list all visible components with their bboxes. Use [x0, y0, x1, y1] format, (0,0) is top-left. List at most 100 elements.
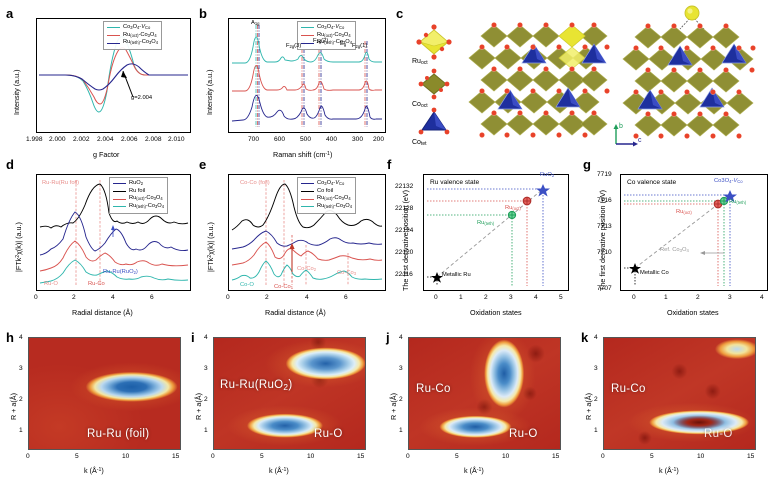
- panel-e-ylabel: |FTk2χ(k)| (a.u.): [206, 222, 215, 272]
- panel-e-plot: Co3O4-VCo Co foil Ru(oct)-Co3O4 Ru(teth)…: [228, 174, 386, 291]
- ruo2-marker: [536, 184, 550, 197]
- legend-label: Ru(oct)-Co3O4: [129, 195, 163, 202]
- panel-g-ylabel: The first derivative position (eV): [598, 189, 607, 291]
- legend-item: Co3O4-VCo: [301, 180, 352, 188]
- panel-c-legend-co-oct: Cooct: [412, 101, 428, 110]
- legend-swatch-teal: [301, 27, 314, 29]
- panel-label-d: d: [6, 157, 14, 172]
- legend-label: Ru(teth)-Co3O4: [129, 203, 165, 210]
- panel-j-label-ru-co: Ru-Co: [416, 383, 451, 395]
- co3o4-vco-marker: [723, 190, 737, 203]
- panel-j-label-ru-o: Ru-O: [509, 428, 538, 440]
- legend-item: Co foil: [301, 188, 352, 196]
- legend-label: Co foil: [317, 187, 334, 194]
- panel-k-ylabel: R + a(Å): [584, 393, 593, 420]
- legend-label: Ru(teth)-Co3O4: [123, 39, 159, 46]
- legend-label: Co3O4-VCo: [317, 180, 345, 186]
- co-oct-glyph: [418, 68, 450, 100]
- legend-swatch-red: [107, 35, 120, 37]
- panel-f-plot: [423, 174, 569, 291]
- panel-e-legend: Co3O4-VCo Co foil Ru(oct)-Co3O4 Ru(teth)…: [297, 177, 357, 214]
- co-exafs-curves: [231, 180, 383, 285]
- panel-g-title: Co valence state: [627, 179, 677, 186]
- legend-label: Ru(teth)-Co3O4: [317, 39, 353, 46]
- ru-substituted-site: [558, 24, 586, 70]
- panel-h-ylabel: R + a(Å): [9, 393, 18, 420]
- legend-swatch-navy: [301, 42, 314, 44]
- panel-label-h: h: [6, 330, 14, 345]
- panel-j-ylabel: R + a(Å): [389, 393, 398, 420]
- svg-text:c: c: [638, 137, 642, 144]
- legend-swatch-teal: [301, 206, 314, 208]
- legend-item: RuO2: [113, 180, 164, 188]
- panel-a-legend: Co3O4-VCo Ru(oct)-Co3O4 Ru(teth)-Co3O4: [103, 21, 163, 51]
- panel-label-j: j: [386, 330, 390, 345]
- panel-b-plot: Co3O4-VCo Ru(oct)-Co3O4 Ru(teth)-Co3O4: [228, 18, 386, 133]
- metallic-ru-marker: [431, 272, 443, 283]
- panel-i-label-ru-o: Ru-O: [314, 428, 343, 440]
- panel-j-xlabel: k (Å-1): [464, 466, 484, 475]
- panel-label-k: k: [581, 330, 589, 345]
- legend-label: RuO2: [129, 180, 143, 186]
- panel-c-structure-adsorbed: [614, 4, 774, 157]
- panel-h-label-ru-ru: Ru-Ru (foil): [87, 428, 150, 440]
- metallic-co-marker: [629, 263, 641, 274]
- legend-swatch-navy: [113, 183, 126, 185]
- panel-label-a: a: [6, 6, 14, 21]
- panel-label-e: e: [199, 157, 207, 172]
- panel-label-i: i: [191, 330, 195, 345]
- legend-item: Co3O4-VCo: [107, 24, 158, 32]
- panel-a-xlabel: g Factor: [93, 150, 120, 159]
- ru-valence-scatter: [427, 184, 550, 286]
- panel-g-xlabel: Oxidation states: [667, 308, 719, 317]
- legend-label: Ru(oct)-Co3O4: [317, 31, 351, 38]
- panel-label-g: g: [583, 157, 591, 172]
- panel-c-legend-co-tet: Cotet: [412, 139, 427, 148]
- legend-item: Co3O4-VCo: [301, 24, 352, 32]
- panel-label-f: f: [387, 157, 392, 172]
- legend-item: Ru(oct)-Co3O4: [301, 195, 352, 203]
- panel-k-xlabel: k (Å-1): [659, 466, 679, 475]
- panel-i-ylabel: R + a(Å): [194, 393, 203, 420]
- ru-oct-marker: [522, 196, 532, 206]
- panel-h-xlabel: k (Å-1): [84, 466, 104, 475]
- legend-swatch-teal: [113, 206, 126, 208]
- co-valence-scatter: [624, 190, 737, 286]
- panel-a-plot: Co3O4-VCo Ru(oct)-Co3O4 Ru(teth)-Co3O4: [36, 18, 191, 133]
- panel-label-b: b: [199, 6, 207, 21]
- legend-swatch-red: [301, 35, 314, 37]
- co-tet-glyph: [418, 107, 450, 135]
- legend-item: Ru(oct)-Co3O4: [113, 195, 164, 203]
- panel-h-heatmap: Ru-Ru (foil): [28, 337, 181, 450]
- panel-b-xlabel: Raman shift (cm-1): [273, 150, 333, 159]
- ru-adsorbed-atom: [679, 5, 705, 30]
- legend-label: Co3O4-VCo: [317, 24, 345, 30]
- epr-curves: [39, 36, 188, 113]
- legend-label: Co3O4-VCo: [123, 24, 151, 30]
- co-ru-oct-marker: [713, 199, 723, 209]
- ru-oct-glyph: [416, 24, 452, 60]
- panel-d-legend: RuO2 Ru foil Ru(oct)-Co3O4 Ru(teth)-Co3O…: [109, 177, 169, 214]
- legend-swatch-red: [113, 198, 126, 200]
- legend-item: Ru(oct)-Co3O4: [301, 32, 352, 40]
- panel-c-axes-triad: b c: [608, 120, 648, 157]
- raman-curves: [231, 25, 382, 127]
- panel-label-c: c: [396, 6, 404, 21]
- panel-i-label-ru-ru-ruo2: Ru-Ru(RuO2): [220, 379, 293, 392]
- legend-label: Ru(teth)-Co3O4: [317, 203, 353, 210]
- legend-swatch-navy: [107, 42, 120, 44]
- panel-j-heatmap: Ru-Co Ru-O: [408, 337, 561, 450]
- panel-a-ylabel: Intensity (a.u.): [12, 69, 21, 115]
- panel-k-label-ru-o: Ru-O: [704, 428, 733, 440]
- panel-d-plot: RuO2 Ru foil Ru(oct)-Co3O4 Ru(teth)-Co3O…: [36, 174, 191, 291]
- legend-label: Ru(oct)-Co3O4: [123, 31, 157, 38]
- legend-item: Ru(teth)-Co3O4: [107, 39, 158, 47]
- legend-swatch-red: [301, 198, 314, 200]
- panel-k-heatmap: Ru-Co Ru-O: [603, 337, 756, 450]
- legend-swatch-teal: [107, 27, 120, 29]
- panel-d-ylabel: |FTk2χ(k)| (a.u.): [14, 222, 23, 272]
- ru-exafs-curves: [39, 180, 189, 285]
- legend-item: Ru(oct)-Co3O4: [107, 32, 158, 40]
- legend-swatch-black: [113, 191, 126, 193]
- panel-i-xlabel: k (Å-1): [269, 466, 289, 475]
